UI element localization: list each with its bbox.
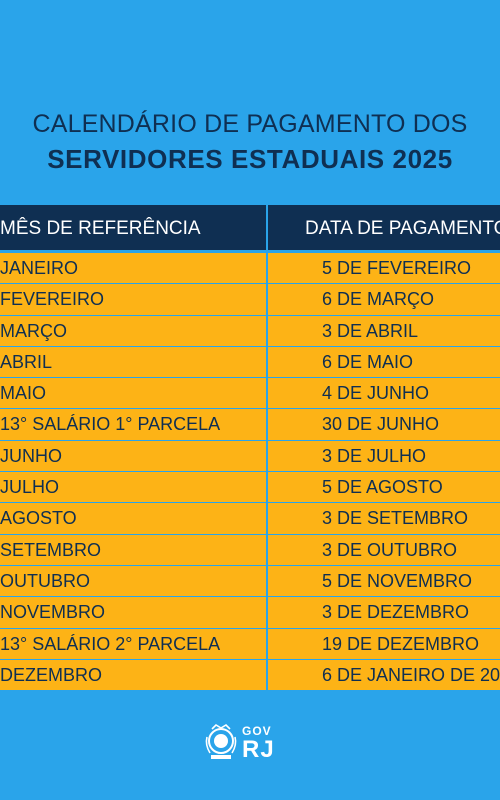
column-header-reference-month: MÊS DE REFERÊNCIA (0, 205, 268, 250)
table-row: ABRIL 6 DE MAIO (0, 346, 500, 379)
reference-month-cell: AGOSTO (0, 503, 268, 534)
title-line-1: CALENDÁRIO DE PAGAMENTO DOS (32, 110, 468, 138)
reference-month-cell: SETEMBRO (0, 534, 268, 565)
payment-date-cell: 6 DE MARÇO (322, 289, 435, 310)
payment-date-cell: 6 DE JANEIRO DE 2026 (322, 664, 500, 685)
table-row: DEZEMBRO 6 DE JANEIRO DE 2026 (0, 659, 500, 692)
page-title: CALENDÁRIO DE PAGAMENTO DOS SERVIDORES E… (0, 108, 500, 176)
table-header: MÊS DE REFERÊNCIA DATA DE PAGAMENTO (0, 205, 500, 253)
payment-date-cell: 5 DE FEVEREIRO (322, 258, 472, 278)
reference-month-cell: FEVEREIRO (0, 284, 268, 315)
reference-month-cell: OUTUBRO (0, 565, 268, 597)
table-row: JANEIRO 5 DE FEVEREIRO (0, 253, 500, 285)
table-row: NOVEMBRO 3 DE DEZEMBRO (0, 597, 500, 629)
table-row: 13° SALÁRIO 1° PARCELA 30 DE JUNHO (0, 409, 500, 441)
payment-date-cell: 3 DE SETEMBRO (322, 508, 469, 529)
reference-month-cell: DEZEMBRO (0, 659, 268, 691)
reference-month-cell: MARÇO (0, 315, 268, 346)
table-body: JANEIRO 5 DE FEVEREIRO FEVEREIRO 6 DE MARÇO… (0, 253, 500, 692)
payment-date-cell: 3 DE OUTUBRO (322, 539, 458, 560)
reference-month-cell: JANEIRO (0, 253, 268, 284)
reference-month-cell: ABRIL (0, 346, 268, 378)
payment-date-cell: 5 DE NOVEMBRO (322, 570, 473, 591)
payment-date-cell: 4 DE JUNHO (322, 383, 430, 404)
table-row: JUNHO 3 DE JULHO (0, 440, 500, 473)
table-row: AGOSTO 3 DE SETEMBRO (0, 503, 500, 535)
payment-date-cell: 30 DE JUNHO (322, 414, 440, 435)
gov-rj-logo: GOV RJ (204, 723, 275, 763)
reference-month-cell: JULHO (0, 472, 268, 503)
reference-month-cell: 13° SALÁRIO 2° PARCELA (0, 628, 268, 659)
table-row: MAIO 4 DE JUNHO (0, 378, 500, 410)
table-row: MARÇO 3 DE ABRIL (0, 315, 500, 347)
table-row: JULHO 5 DE AGOSTO (0, 472, 500, 504)
table-row: SETEMBRO 3 DE OUTUBRO (0, 534, 500, 566)
payment-date-cell: 6 DE MAIO (322, 351, 414, 372)
table-row: FEVEREIRO 6 DE MARÇO (0, 284, 500, 316)
logo-gov-text: GOV (242, 723, 272, 738)
title-line-2: SERVIDORES ESTADUAIS 2025 (47, 144, 453, 174)
payment-calendar-table: MÊS DE REFERÊNCIA DATA DE PAGAMENTO JANE… (0, 205, 500, 705)
column-header-payment-date: DATA DE PAGAMENTO (305, 218, 500, 239)
table-row: OUTUBRO 5 DE NOVEMBRO (0, 565, 500, 598)
table-row: 13° SALÁRIO 2° PARCELA 19 DE DEZEMBRO (0, 628, 500, 660)
payment-date-cell: 3 DE ABRIL (322, 320, 419, 341)
reference-month-cell: JUNHO (0, 440, 268, 472)
reference-month-cell: MAIO (0, 378, 268, 409)
rj-coat-of-arms-icon (205, 723, 237, 759)
reference-month-cell: NOVEMBRO (0, 597, 268, 628)
payment-date-cell: 19 DE DEZEMBRO (322, 633, 480, 654)
logo-rj-text: RJ (242, 735, 275, 763)
reference-month-cell: 13° SALÁRIO 1° PARCELA (0, 409, 268, 440)
payment-date-cell: 3 DE JULHO (322, 445, 427, 466)
payment-date-cell: 3 DE DEZEMBRO (322, 602, 470, 623)
payment-date-cell: 5 DE AGOSTO (322, 477, 443, 498)
